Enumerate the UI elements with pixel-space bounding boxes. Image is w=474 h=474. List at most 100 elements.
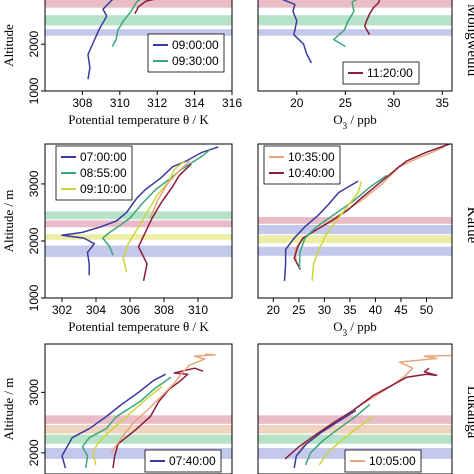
series-line: [134, 0, 155, 15]
layer-band: [258, 246, 452, 256]
x-tick-label: 310: [188, 303, 208, 317]
series-line: [61, 146, 219, 276]
x-tick-label: 35: [343, 303, 357, 317]
layer-band: [258, 15, 452, 26]
legend-box: [147, 33, 225, 73]
series-line: [283, 180, 359, 281]
series-line: [81, 376, 172, 469]
layer-band: [258, 29, 452, 36]
x-axis-label: O3 / ppb: [333, 112, 377, 131]
layer-band: [45, 415, 232, 424]
series-line: [363, 0, 381, 36]
layer-band: [258, 217, 452, 224]
series-line: [304, 403, 371, 466]
series-line: [149, 160, 191, 219]
layer-band: [45, 245, 232, 257]
x-axis-label: Potential temperature θ / K: [68, 112, 209, 127]
layer-band: [45, 425, 232, 434]
panel-f: Lukanga 10:05:00: [257, 343, 474, 474]
layer-band: [258, 235, 452, 244]
x-tick-label: 310: [110, 96, 130, 110]
series-line: [281, 0, 313, 64]
legend-label: 09:30:00: [172, 54, 219, 68]
series-line: [298, 174, 388, 270]
plot-area: [258, 0, 452, 64]
x-tick-label: 302: [52, 303, 72, 317]
series-line: [318, 415, 374, 466]
legend: 10:05:00: [344, 449, 422, 473]
y-tick-label: 1000: [27, 284, 41, 311]
x-tick-label: 308: [154, 303, 174, 317]
series-line: [91, 385, 163, 466]
x-axis-label: O3 / ppb: [333, 319, 377, 338]
plot-frame: [44, 343, 233, 474]
series-line: [293, 144, 450, 270]
panel-a: 308 310 312 314 316 1000 2000 Potential tempera…: [1, 0, 242, 127]
series-line: [293, 409, 357, 469]
x-tick-label: 25: [292, 303, 306, 317]
legend-label: 07:40:00: [169, 454, 216, 468]
plot-frame: [44, 143, 233, 299]
x-tick-label: 20: [267, 303, 281, 317]
panel-c: 302 304 306 308 310 1000 2000 3000 Potential tem…: [1, 143, 233, 334]
y-axis-label: Altitude / m: [1, 378, 16, 441]
layer-band: [258, 415, 452, 424]
layer-band: [258, 0, 452, 8]
x-tick-label: 25: [339, 96, 353, 110]
plot-area: [45, 353, 232, 469]
x-tick-label: 308: [72, 96, 92, 110]
legend-label: 07:00:00: [80, 150, 127, 164]
layer-band: [45, 29, 232, 36]
series-line: [87, 0, 114, 80]
series-line: [111, 0, 141, 47]
layer-band: [45, 448, 232, 459]
series-line: [137, 163, 192, 282]
x-tick-label: 316: [222, 96, 242, 110]
layer-band: [45, 0, 232, 8]
legend-box: [144, 449, 222, 473]
y-tick-label: 1000: [27, 77, 41, 104]
y-axis-label: Altitude / m: [1, 190, 16, 253]
legend-box: [263, 145, 341, 185]
legend: 10:35:00 10:40:00: [263, 145, 341, 185]
legend-label: 08:55:00: [80, 166, 127, 180]
series-line: [311, 180, 363, 281]
x-tick-label: 20: [290, 96, 304, 110]
site-label: Kafue: [464, 207, 474, 244]
plot-area: [45, 0, 232, 80]
series-line: [110, 353, 216, 454]
plot-frame: [44, 0, 233, 92]
x-tick-label: 312: [147, 96, 167, 110]
site-label: Mongweulu: [464, 4, 474, 77]
layer-band: [45, 15, 232, 26]
y-tick-label: 3000: [27, 170, 41, 197]
y-tick-label: 2000: [27, 227, 41, 254]
series-line: [294, 146, 445, 261]
x-tick-label: 50: [420, 303, 434, 317]
plot-frame: [257, 143, 453, 299]
x-tick-label: 306: [120, 303, 140, 317]
layer-band: [258, 224, 452, 235]
x-tick-label: 30: [318, 303, 332, 317]
legend: 07:00:00 08:55:00 09:10:00: [55, 145, 133, 201]
y-axis-label: Altitude: [1, 24, 16, 67]
legend-label: 10:05:00: [369, 454, 416, 468]
x-tick-label: 45: [394, 303, 408, 317]
layer-band: [258, 434, 452, 444]
legend-label: 09:00:00: [172, 38, 219, 52]
layer-band: [45, 211, 232, 220]
legend: 07:40:00: [144, 449, 222, 473]
layer-band: [45, 434, 232, 444]
site-label: Lukanga: [464, 386, 474, 439]
layer-band: [45, 234, 232, 240]
x-tick-label: 314: [185, 96, 205, 110]
legend: 09:00:00 09:30:00: [147, 33, 225, 73]
x-tick-label: 30: [387, 96, 401, 110]
y-tick-label: 3000: [27, 379, 41, 406]
legend-box: [344, 449, 422, 473]
series-line: [332, 0, 358, 48]
legend-box: [342, 61, 420, 85]
plot-frame: [257, 343, 453, 474]
series-line: [61, 373, 167, 469]
